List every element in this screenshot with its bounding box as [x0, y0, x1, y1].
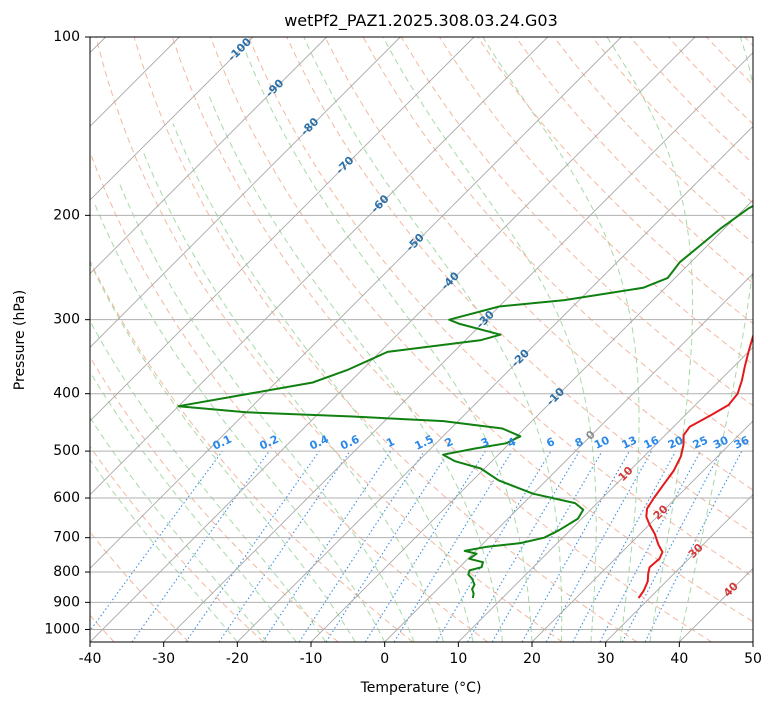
y-tick-label: 400	[53, 386, 80, 402]
y-tick-label: 900	[53, 594, 80, 610]
y-axis-label: Pressure (hPa)	[12, 290, 28, 390]
x-tick-label: -30	[152, 651, 175, 667]
y-tick-label: 200	[53, 207, 80, 223]
x-tick-label: 50	[744, 651, 762, 667]
chart-title: wetPf2_PAZ1.2025.308.03.24.G03	[284, 11, 558, 31]
y-tick-label: 500	[53, 443, 80, 459]
y-tick-label: 300	[53, 312, 80, 328]
x-axis-label: Temperature (°C)	[360, 680, 482, 696]
x-tick-label: 10	[449, 651, 467, 667]
x-tick-label: 30	[597, 651, 615, 667]
y-tick-label: 600	[53, 490, 80, 506]
y-tick-label: 700	[53, 530, 80, 546]
x-tick-label: 20	[523, 651, 541, 667]
x-tick-label: -40	[79, 651, 102, 667]
x-tick-label: 0	[380, 651, 389, 667]
y-tick-label: 800	[53, 564, 80, 580]
x-tick-label: -10	[300, 651, 323, 667]
x-tick-label: -20	[226, 651, 249, 667]
x-tick-label: 40	[670, 651, 688, 667]
y-tick-label: 100	[53, 29, 80, 45]
y-tick-label: 1000	[44, 621, 80, 637]
